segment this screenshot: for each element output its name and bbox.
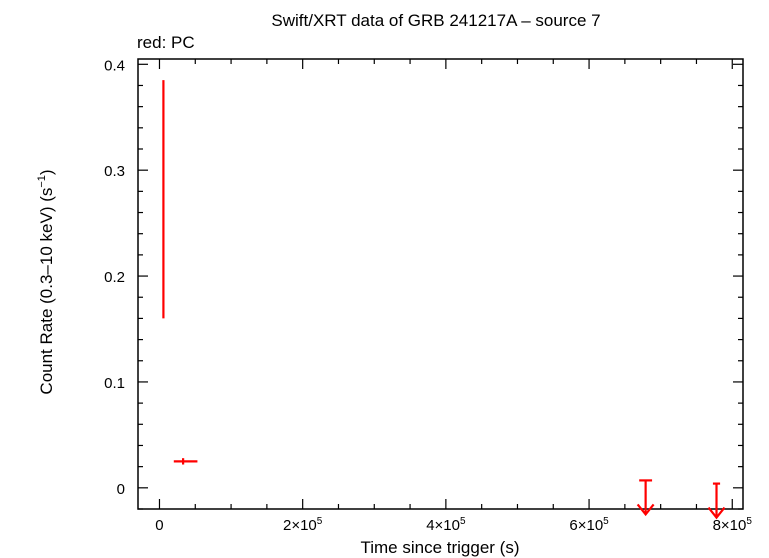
y-axis-label: Count Rate (0.3–10 keV) (s−1) (36, 169, 56, 394)
x-tick-label-mantissa: 4×10 (426, 517, 460, 534)
x-tick-label: 0 (155, 517, 163, 534)
chart-title: Swift/XRT data of GRB 241217A – source 7 (271, 11, 600, 30)
x-tick-label-exponent: 5 (460, 516, 466, 527)
axis-ticks (138, 59, 743, 510)
x-tick-label: 4×105 (426, 516, 466, 534)
x-axis-label: Time since trigger (s) (360, 538, 519, 557)
y-tick-label: 0.4 (104, 57, 125, 74)
data-point (162, 80, 165, 319)
y-tick-label: 0 (117, 481, 125, 498)
upper-limit (707, 482, 726, 520)
data-marks (162, 80, 726, 520)
x-tick-label: 8×105 (713, 516, 753, 534)
y-tick-label: 0.2 (104, 269, 125, 286)
x-tick-label-exponent: 5 (317, 516, 323, 527)
upper-limit (636, 479, 655, 517)
x-tick-label-mantissa: 0 (155, 517, 163, 534)
x-tick-label-exponent: 5 (746, 516, 752, 527)
y-axis-label-exponent: −1 (36, 175, 48, 188)
plot-frame (137, 58, 744, 510)
data-point (173, 458, 198, 465)
x-tick-label-mantissa: 2×10 (283, 517, 317, 534)
x-tick-label-mantissa: 8×10 (713, 517, 747, 534)
upper-limit-arrowhead (636, 503, 655, 517)
x-tick-label: 6×105 (569, 516, 609, 534)
y-axis-label-main: Count Rate (0.3–10 keV) (s (37, 188, 56, 395)
x-tick-label-exponent: 5 (603, 516, 609, 527)
chart-subtitle: red: PC (137, 33, 195, 52)
x-tick-label-mantissa: 6×10 (569, 517, 603, 534)
y-tick-label: 0.3 (104, 163, 125, 180)
upper-limit-arrowhead (707, 506, 726, 520)
y-axis-label-close: ) (37, 169, 56, 175)
x-tick-label: 2×105 (283, 516, 323, 534)
y-tick-label: 0.1 (104, 375, 125, 392)
